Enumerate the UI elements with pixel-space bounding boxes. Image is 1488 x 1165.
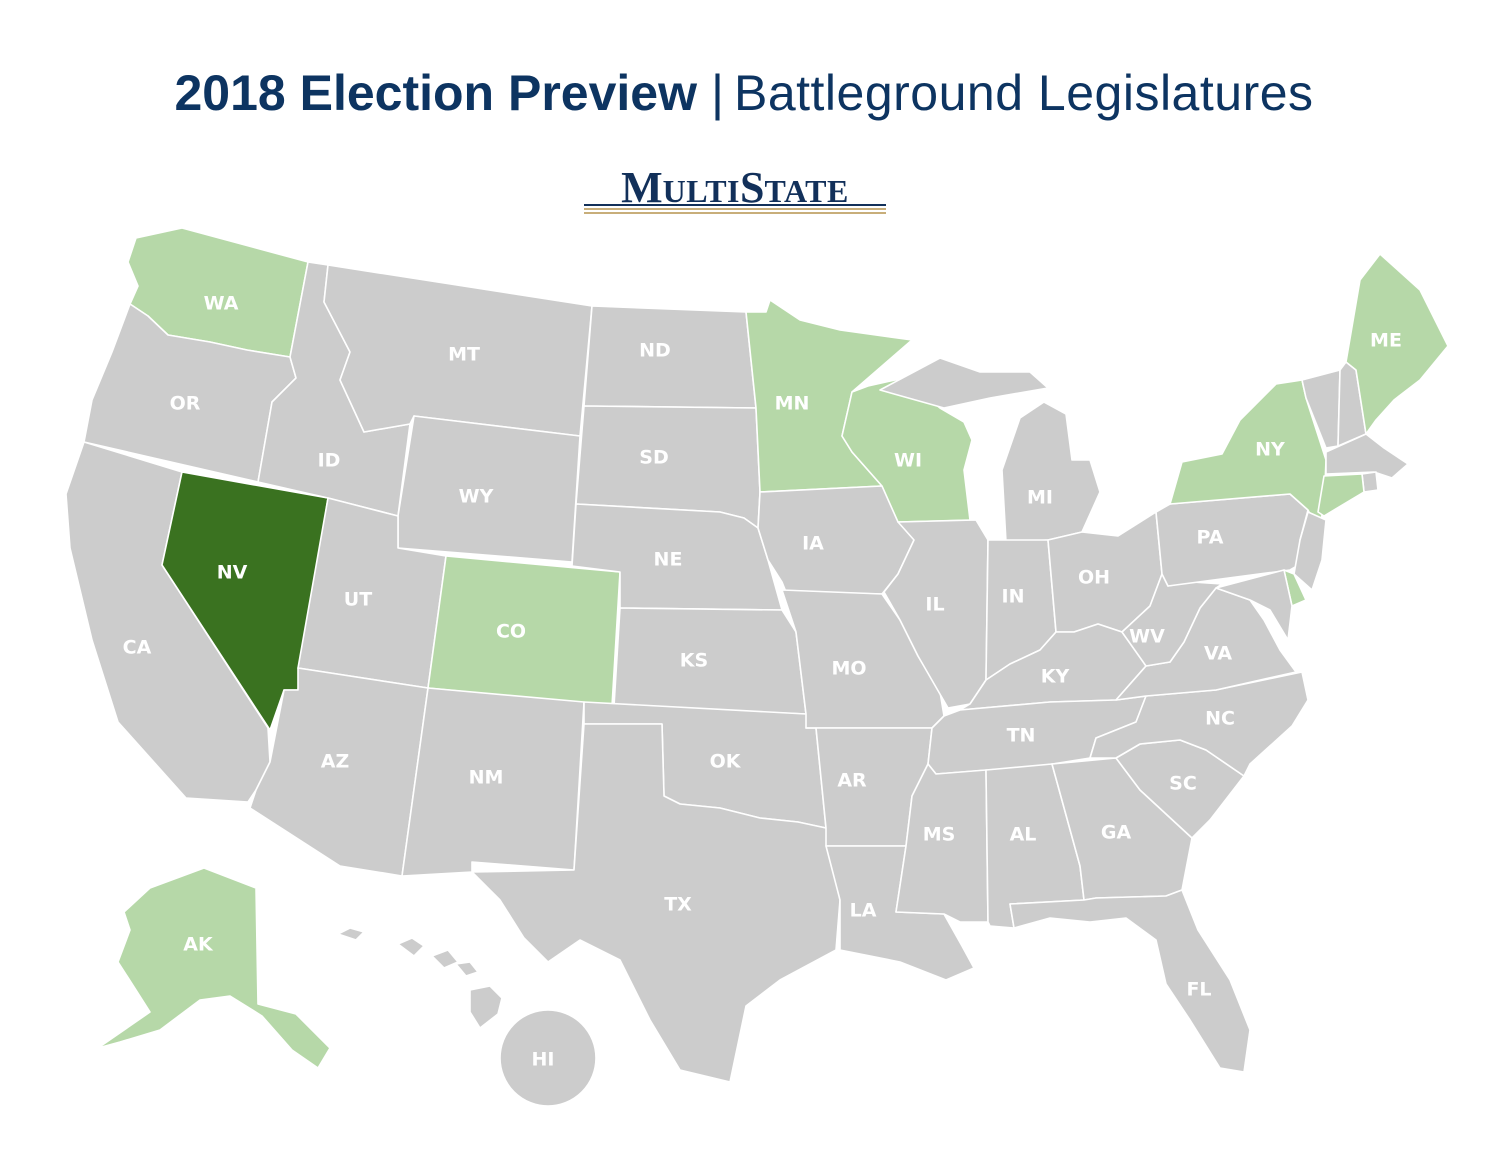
state-label-mi: MI [1027,487,1053,509]
state-label-az: AZ [321,751,349,773]
state-label-fl: FL [1186,979,1211,1001]
state-label-ks: KS [680,650,708,672]
state-label-wv: WV [1129,626,1165,648]
state-tx[interactable] [471,723,841,1083]
state-ks[interactable] [613,607,807,715]
state-label-ak: AK [183,934,214,956]
state-label-co: CO [496,621,526,643]
state-label-sd: SD [639,447,668,469]
title-separator: | [710,65,724,121]
state-nc[interactable] [1089,671,1309,777]
state-label-ia: IA [802,533,824,555]
state-label-ky: KY [1041,666,1070,688]
state-labels: WA OR CA NV ID MT WY UT AZ CO NM ND SD NE KS OK TX MN IA MO… [123,293,1402,1071]
state-label-mo: MO [831,658,866,680]
state-label-nd: ND [639,340,671,362]
state-label-ms: MS [923,824,956,846]
state-ak[interactable] [97,867,331,1069]
state-label-nv: NV [217,562,248,584]
state-label-al: AL [1010,824,1037,846]
state-label-ok: OK [710,751,742,773]
title-bold: 2018 Election Preview [174,65,697,121]
state-hi[interactable] [337,927,597,1107]
state-label-ut: UT [344,589,372,611]
state-label-wy: WY [459,486,494,508]
state-label-pa: PA [1197,527,1224,549]
state-label-me: ME [1370,330,1402,352]
page-title: 2018 Election Preview | Battleground Legis… [0,58,1488,128]
state-label-oh: OH [1078,567,1110,589]
state-label-ny: NY [1255,439,1285,461]
state-label-il: IL [925,594,944,616]
state-label-ne: NE [654,549,683,571]
state-ma[interactable] [1325,433,1409,479]
state-label-ca: CA [123,637,152,659]
state-label-hi: HI [532,1049,555,1071]
state-vt[interactable] [1301,369,1341,449]
state-label-va: VA [1204,643,1232,665]
state-label-in: IN [1002,586,1025,608]
state-label-nc: NC [1205,708,1235,730]
multistate-logo: MULTISTATE [584,164,886,220]
title-light: Battleground Legislatures [733,65,1314,121]
state-il[interactable] [883,519,989,709]
state-label-wi: WI [894,450,922,472]
state-label-tx: TX [664,894,692,916]
state-ne[interactable] [571,503,783,611]
state-wy[interactable] [397,415,581,563]
state-label-tn: TN [1007,725,1036,747]
state-label-id: ID [318,450,341,472]
state-label-wa: WA [204,293,239,315]
state-label-ga: GA [1101,822,1132,844]
state-label-ar: AR [837,770,867,792]
state-label-or: OR [170,393,201,415]
state-wv[interactable] [1121,573,1223,667]
state-label-nm: NM [469,767,504,789]
logo-wordmark: MULTISTATE [621,163,849,212]
state-label-mt: MT [448,344,480,366]
state-me[interactable] [1345,253,1449,435]
state-label-mn: MN [775,393,810,415]
state-label-sc: SC [1169,773,1197,795]
logo-underline [584,204,886,218]
state-label-la: LA [850,900,877,922]
state-md[interactable] [1215,569,1293,641]
state-ct[interactable] [1317,473,1365,517]
state-fl[interactable] [1009,889,1251,1073]
